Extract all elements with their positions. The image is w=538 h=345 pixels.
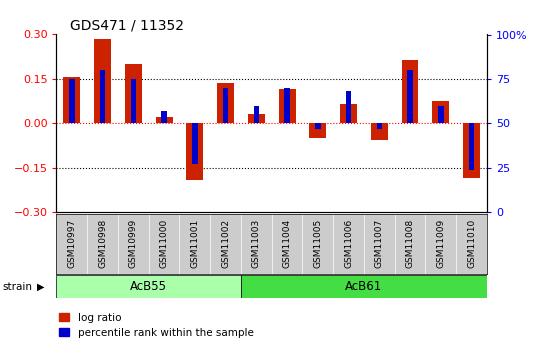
Text: GSM10999: GSM10999	[129, 219, 138, 268]
Bar	[94, 39, 111, 124]
Text: ▶: ▶	[37, 282, 44, 292]
Bar	[401, 60, 419, 124]
Bar	[407, 70, 413, 124]
Bar	[56, 275, 241, 298]
Text: GSM11001: GSM11001	[190, 219, 200, 268]
Bar	[438, 106, 443, 124]
Bar	[155, 117, 173, 124]
Bar	[469, 124, 475, 169]
Bar	[346, 91, 351, 124]
Bar	[63, 77, 80, 124]
Bar	[217, 83, 234, 124]
Bar	[284, 88, 290, 124]
Bar	[223, 88, 228, 124]
Text: GSM11008: GSM11008	[406, 219, 415, 268]
Text: GSM10997: GSM10997	[67, 219, 76, 268]
Bar	[253, 106, 259, 124]
Text: GSM11005: GSM11005	[313, 219, 322, 268]
Text: GSM11009: GSM11009	[436, 219, 445, 268]
Text: GSM11007: GSM11007	[375, 219, 384, 268]
Bar	[241, 275, 487, 298]
Bar	[279, 89, 295, 124]
Bar	[100, 70, 105, 124]
Bar	[377, 124, 382, 129]
Text: GSM11003: GSM11003	[252, 219, 261, 268]
Text: GSM10998: GSM10998	[98, 219, 107, 268]
Text: strain: strain	[3, 282, 33, 292]
Text: GSM11006: GSM11006	[344, 219, 353, 268]
Bar	[315, 124, 321, 129]
Bar	[125, 64, 142, 124]
Bar	[340, 104, 357, 124]
Bar	[69, 79, 75, 124]
Bar	[371, 124, 388, 140]
Text: GDS471 / 11352: GDS471 / 11352	[70, 19, 184, 33]
Bar	[433, 101, 449, 124]
Bar	[186, 124, 203, 180]
Bar	[309, 124, 326, 138]
Text: GSM11000: GSM11000	[160, 219, 168, 268]
Bar	[161, 111, 167, 124]
Bar	[248, 115, 265, 124]
Text: GSM11004: GSM11004	[282, 219, 292, 268]
Text: AcB55: AcB55	[130, 280, 167, 293]
Legend: log ratio, percentile rank within the sample: log ratio, percentile rank within the sa…	[59, 313, 253, 338]
Bar	[131, 79, 136, 124]
Bar	[192, 124, 197, 164]
Text: AcB61: AcB61	[345, 280, 383, 293]
Text: GSM11010: GSM11010	[467, 219, 476, 268]
Text: GSM11002: GSM11002	[221, 219, 230, 268]
Bar	[463, 124, 480, 178]
